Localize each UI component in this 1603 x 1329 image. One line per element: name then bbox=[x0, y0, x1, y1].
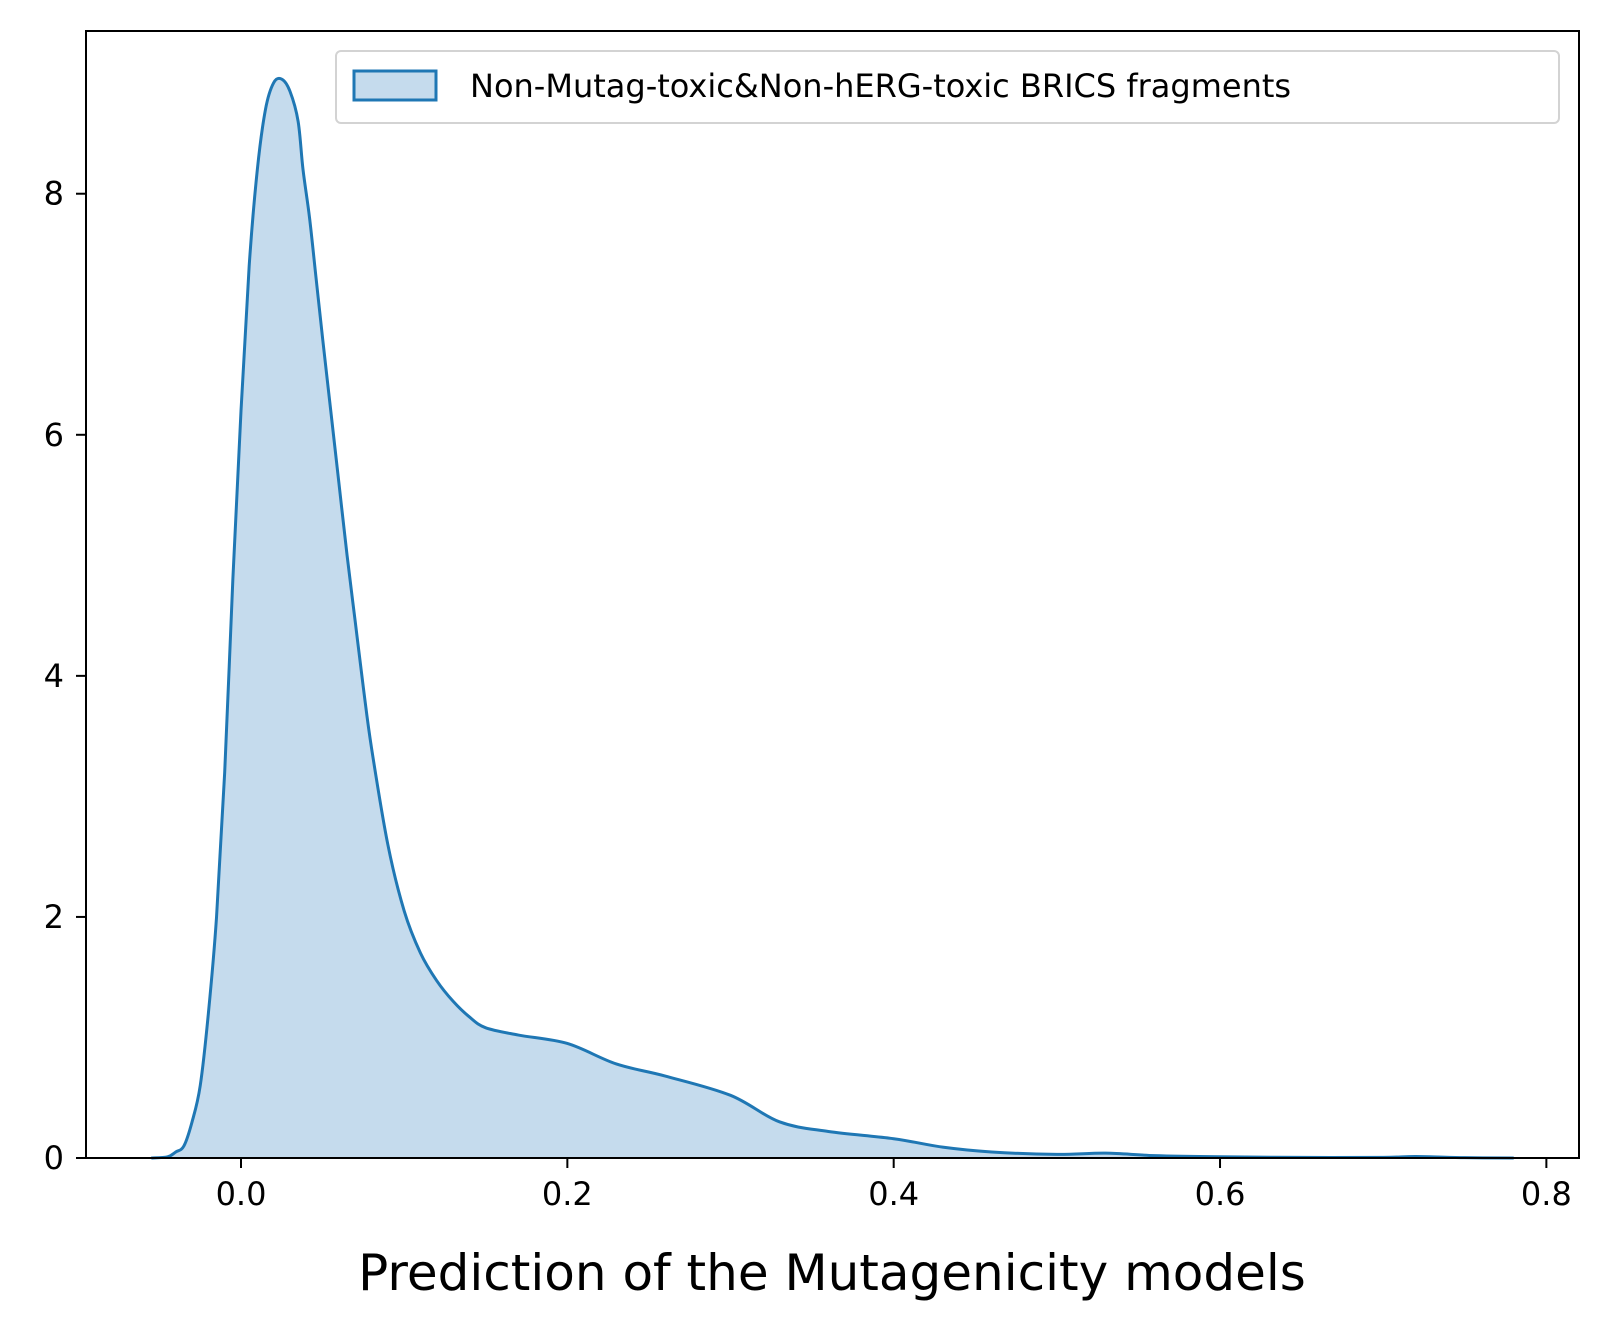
x-tick-label: 0.8 bbox=[1521, 1175, 1572, 1213]
y-tick-label: 4 bbox=[44, 657, 64, 695]
density-line bbox=[151, 76, 1514, 1160]
x-tick-label: 0.2 bbox=[542, 1175, 593, 1213]
legend-frame bbox=[335, 50, 1560, 124]
density-area-layer bbox=[151, 76, 1514, 1160]
axis-ticks-layer: 0.0 0.2 0.4 0.6 0.8 0 2 4 6 8 bbox=[44, 175, 1572, 1213]
legend-swatch bbox=[352, 69, 438, 102]
plot-frame bbox=[85, 30, 1580, 1159]
y-tick-label: 8 bbox=[44, 175, 64, 213]
x-tick-label: 0.4 bbox=[868, 1175, 919, 1213]
y-tick-label: 6 bbox=[44, 416, 64, 454]
x-axis-label: Prediction of the Mutagenicity models bbox=[358, 1244, 1306, 1302]
legend-label: Non-Mutag-toxic&Non-hERG-toxic BRICS fra… bbox=[470, 67, 1291, 105]
y-tick-label: 0 bbox=[44, 1139, 64, 1177]
legend: Non-Mutag-toxic&Non-hERG-toxic BRICS fra… bbox=[335, 50, 1560, 124]
density-fill bbox=[151, 78, 1514, 1159]
x-tick-label: 0.0 bbox=[216, 1175, 267, 1213]
y-tick-label: 2 bbox=[44, 898, 64, 936]
x-tick-label: 0.6 bbox=[1195, 1175, 1246, 1213]
